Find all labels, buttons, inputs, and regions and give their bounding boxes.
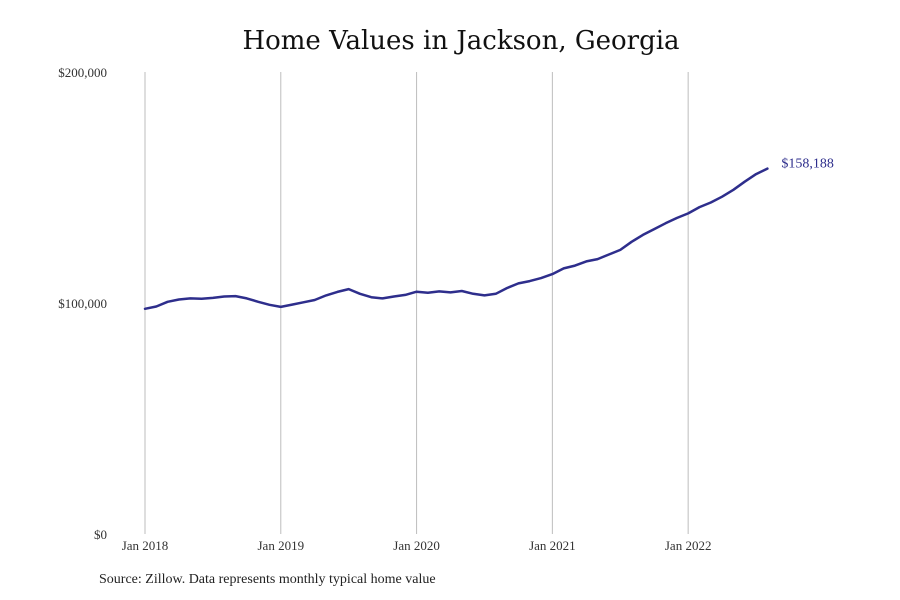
end-labels: $158,188 (781, 157, 834, 172)
x-tick-label: Jan 2018 (122, 538, 169, 553)
y-axis-ticks: $0 $100,000 $200,000 (58, 65, 107, 542)
vertical-grid (144, 72, 689, 534)
x-tick-label: Jan 2021 (529, 538, 576, 553)
x-axis-ticks: Jan 2018 Jan 2019 Jan 2020 Jan 2021 Jan 2022 (122, 538, 712, 553)
x-tick-label: Jan 2019 (257, 538, 304, 553)
y-tick-label: $100,000 (58, 296, 107, 311)
series-line-0 (143, 167, 769, 311)
y-tick-label: $200,000 (58, 65, 107, 80)
series-lines (143, 167, 769, 311)
x-tick-label: Jan 2020 (393, 538, 440, 553)
chart-title: Home Values in Jackson, Georgia (242, 26, 680, 56)
x-tick-label: Jan 2022 (665, 538, 712, 553)
source-note: Source: Zillow. Data represents monthly … (99, 572, 436, 587)
y-tick-label: $0 (94, 527, 107, 542)
end-value-label: $158,188 (781, 157, 834, 172)
